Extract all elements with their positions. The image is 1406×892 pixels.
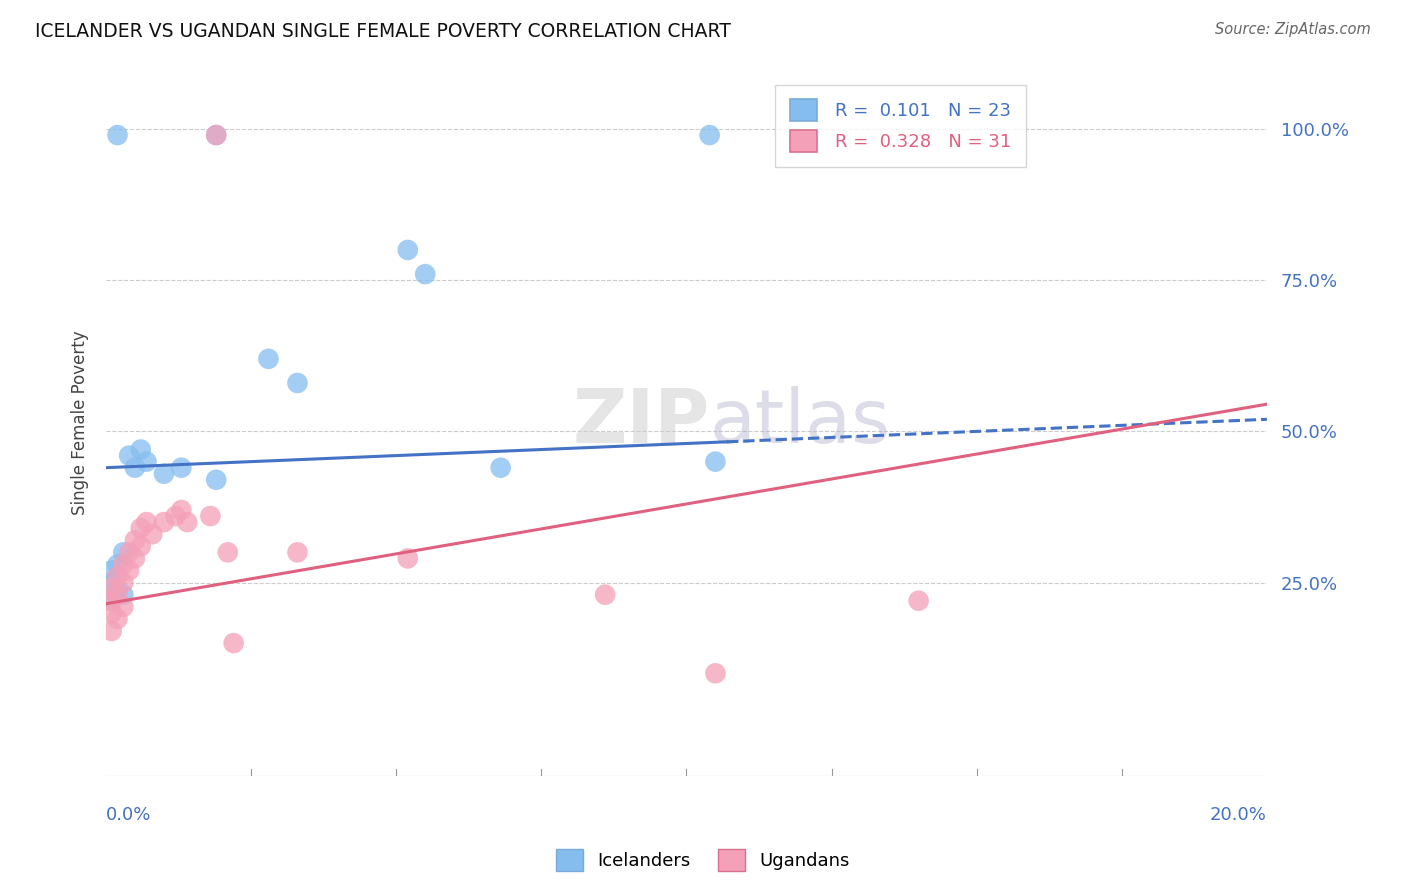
Point: [907, 593, 929, 607]
Text: Source: ZipAtlas.com: Source: ZipAtlas.com: [1215, 22, 1371, 37]
Point: [165, 509, 187, 524]
Point: [107, 558, 129, 572]
Text: atlas: atlas: [710, 386, 890, 458]
Point: [217, 545, 239, 559]
Point: [593, 588, 616, 602]
Legend: Icelanders, Ugandans: Icelanders, Ugandans: [548, 842, 858, 879]
Point: [176, 515, 198, 529]
Legend: R =  0.101   N = 23, R =  0.328   N = 31: R = 0.101 N = 23, R = 0.328 N = 31: [776, 85, 1026, 167]
Point: [118, 449, 141, 463]
Point: [135, 455, 157, 469]
Point: [141, 527, 163, 541]
Point: [129, 539, 152, 553]
Point: [200, 509, 222, 524]
Point: [112, 588, 135, 602]
Point: [129, 521, 152, 535]
Point: [704, 666, 727, 681]
Point: [124, 460, 146, 475]
Point: [129, 442, 152, 457]
Point: [100, 564, 122, 578]
Y-axis label: Single Female Poverty: Single Female Poverty: [72, 330, 89, 515]
Point: [112, 545, 135, 559]
Point: [205, 128, 228, 142]
Text: 0.0%: 0.0%: [105, 806, 152, 824]
Point: [153, 515, 176, 529]
Point: [107, 612, 129, 626]
Point: [112, 599, 135, 614]
Point: [257, 351, 280, 366]
Point: [205, 473, 228, 487]
Point: [704, 455, 727, 469]
Point: [100, 593, 122, 607]
Point: [489, 460, 512, 475]
Point: [135, 515, 157, 529]
Point: [205, 128, 228, 142]
Point: [699, 128, 721, 142]
Point: [107, 588, 129, 602]
Point: [100, 593, 122, 607]
Point: [100, 624, 122, 638]
Point: [118, 564, 141, 578]
Point: [100, 606, 122, 620]
Point: [413, 267, 436, 281]
Text: 20.0%: 20.0%: [1211, 806, 1267, 824]
Point: [124, 533, 146, 548]
Text: ICELANDER VS UGANDAN SINGLE FEMALE POVERTY CORRELATION CHART: ICELANDER VS UGANDAN SINGLE FEMALE POVER…: [35, 22, 731, 41]
Point: [100, 582, 122, 596]
Point: [222, 636, 245, 650]
Point: [396, 551, 419, 566]
Point: [287, 545, 309, 559]
Point: [107, 128, 129, 142]
Point: [170, 503, 193, 517]
Text: ZIP: ZIP: [572, 386, 710, 458]
Point: [170, 460, 193, 475]
Point: [124, 551, 146, 566]
Point: [112, 558, 135, 572]
Point: [107, 582, 129, 596]
Point: [107, 569, 129, 583]
Point: [396, 243, 419, 257]
Point: [112, 575, 135, 590]
Point: [287, 376, 309, 390]
Point: [153, 467, 176, 481]
Point: [118, 545, 141, 559]
Point: [100, 575, 122, 590]
